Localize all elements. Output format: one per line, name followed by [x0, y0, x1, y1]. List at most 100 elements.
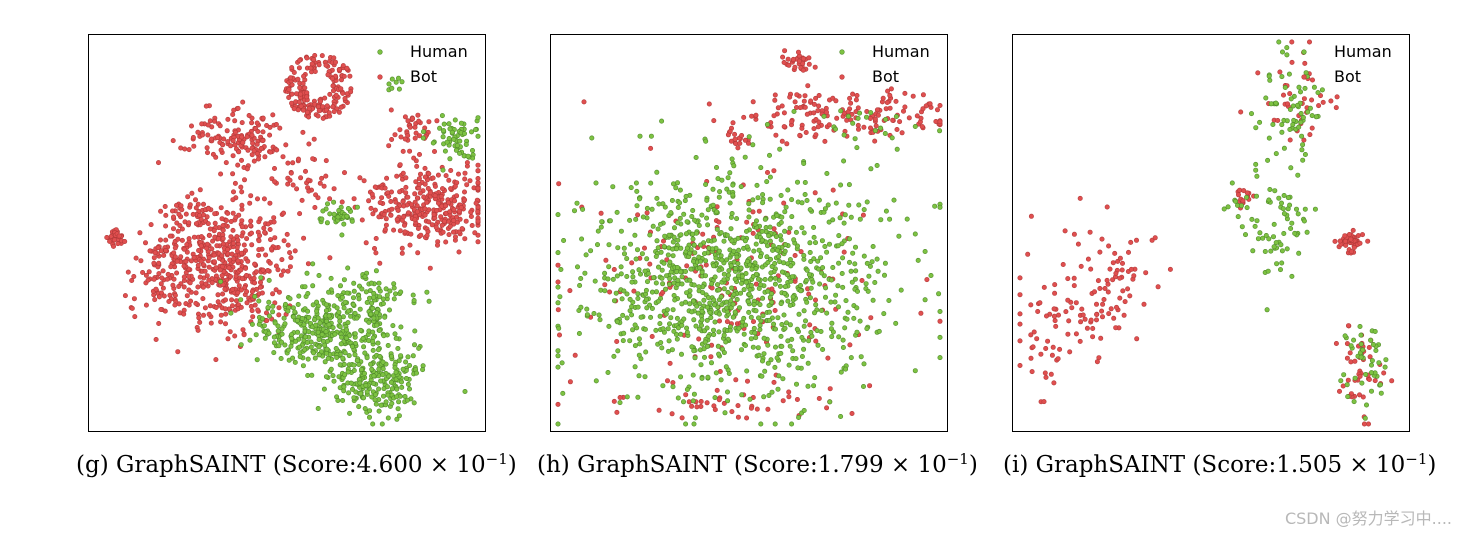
human-point: [238, 297, 244, 303]
bot-point: [132, 314, 138, 320]
human-point: [366, 414, 372, 420]
bot-point: [443, 173, 449, 179]
bot-point: [750, 209, 756, 215]
human-point: [771, 321, 777, 327]
human-point: [420, 135, 426, 141]
bot-point: [1333, 340, 1339, 346]
human-point: [342, 372, 348, 378]
human-point: [249, 321, 255, 327]
human-point: [1279, 260, 1285, 266]
human-point: [690, 372, 696, 378]
bot-point: [1289, 39, 1295, 45]
bot-point: [294, 186, 300, 192]
human-point: [835, 283, 841, 289]
human-point: [824, 249, 830, 255]
human-point: [627, 338, 633, 344]
bot-point: [133, 255, 139, 261]
bot-point: [296, 65, 302, 71]
human-point: [664, 273, 670, 279]
bot-point: [323, 158, 329, 164]
bot-point: [348, 89, 354, 95]
human-point: [598, 287, 604, 293]
human-point: [854, 288, 860, 294]
bot-point: [614, 338, 620, 344]
human-point: [1268, 101, 1274, 107]
bot-point: [256, 252, 262, 258]
human-point: [364, 355, 370, 361]
human-point: [1289, 220, 1295, 226]
human-point: [598, 224, 604, 230]
human-point: [778, 193, 784, 199]
bot-point: [798, 249, 804, 255]
human-point: [898, 287, 904, 293]
bot-point: [205, 221, 211, 227]
human-point: [611, 298, 617, 304]
human-point: [772, 281, 778, 287]
bot-point: [647, 261, 653, 267]
bot-point: [382, 185, 388, 191]
human-point: [666, 338, 672, 344]
human-point: [693, 155, 699, 161]
bot-point: [1120, 288, 1126, 294]
bot-point: [181, 284, 187, 290]
human-point: [1264, 307, 1270, 313]
human-point: [689, 309, 695, 315]
human-point: [699, 317, 705, 323]
human-point: [364, 299, 370, 305]
bot-point: [1104, 204, 1110, 210]
human-point: [346, 390, 352, 396]
bot-point: [1348, 236, 1354, 242]
bot-point: [786, 62, 792, 68]
bot-point: [800, 67, 806, 73]
bot-point: [422, 181, 428, 187]
bot-point: [274, 147, 280, 153]
bot-point: [207, 118, 213, 124]
bot-point: [422, 165, 428, 171]
human-point: [818, 328, 824, 334]
human-point: [659, 118, 665, 124]
bot-point: [260, 129, 266, 135]
bot-point: [1095, 278, 1101, 284]
human-point: [369, 394, 375, 400]
human-point: [1273, 151, 1279, 157]
bot-point: [802, 104, 808, 110]
bot-point: [249, 308, 255, 314]
bot-point: [239, 120, 245, 126]
human-point: [636, 267, 642, 273]
bot-point: [712, 407, 718, 413]
human-point: [681, 316, 687, 322]
human-point: [420, 129, 426, 135]
bot-point: [211, 228, 217, 234]
human-point: [555, 364, 561, 370]
bot-point: [187, 280, 193, 286]
human-point: [383, 399, 389, 405]
human-point: [675, 220, 681, 226]
human-point: [290, 314, 296, 320]
human-point: [785, 187, 791, 193]
bot-point: [924, 277, 930, 283]
bot-point: [603, 257, 609, 263]
bot-point: [455, 171, 461, 177]
human-point: [808, 285, 814, 291]
bot-point: [239, 276, 245, 282]
bot-point: [1030, 344, 1036, 350]
human-point: [316, 337, 322, 343]
human-point: [849, 279, 855, 285]
human-point: [638, 314, 644, 320]
human-point: [369, 300, 375, 306]
bot-point: [233, 273, 239, 279]
human-point: [336, 208, 342, 214]
bot-point: [806, 55, 812, 61]
human-point: [737, 305, 743, 311]
human-point: [610, 276, 616, 282]
bot-point: [472, 230, 478, 236]
human-point: [1253, 125, 1259, 131]
bot-point: [331, 109, 337, 115]
human-point: [1233, 198, 1239, 204]
human-point: [835, 304, 841, 310]
bot-point: [230, 171, 236, 177]
human-point: [582, 270, 588, 276]
human-point: [668, 315, 674, 321]
bot-point: [184, 249, 190, 255]
human-point: [376, 327, 382, 333]
